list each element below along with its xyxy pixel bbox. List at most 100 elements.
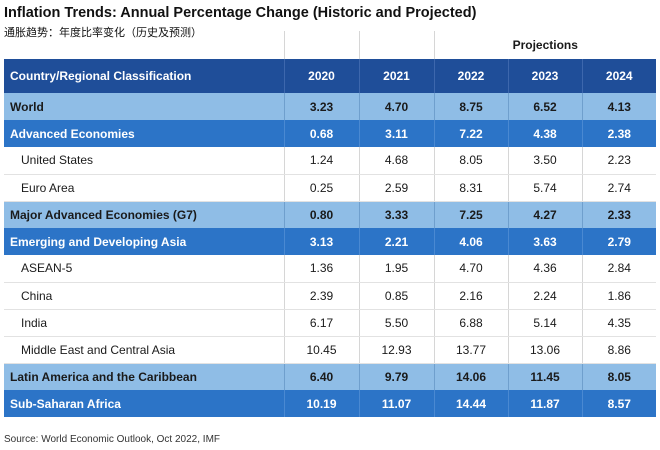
projections-spacer [283, 31, 359, 59]
value-cell: 8.75 [433, 93, 508, 120]
value-cell: 4.70 [433, 255, 508, 283]
value-cell: 9.79 [358, 363, 434, 390]
projections-spacer [4, 31, 284, 59]
value-cell: 7.22 [433, 120, 508, 147]
value-cell: 2.21 [358, 228, 434, 255]
inflation-table: Projections Country/Regional Classificat… [4, 31, 656, 417]
value-cell: 8.05 [433, 147, 508, 175]
value-cell: 10.45 [283, 336, 359, 364]
table-subtitle: 通胀趋势：年度比率变化（历史及预测） [4, 26, 202, 39]
projections-label: Projections [433, 31, 656, 59]
value-cell: 6.52 [507, 93, 582, 120]
value-cell: 6.88 [433, 309, 508, 337]
row-label: United States [4, 147, 284, 175]
row-label: Latin America and the Caribbean [4, 363, 284, 390]
value-cell: 0.25 [283, 174, 359, 202]
value-cell: 4.68 [358, 147, 434, 175]
value-cell: 1.95 [358, 255, 434, 283]
value-cell: 11.87 [507, 390, 582, 417]
value-cell: 2.59 [358, 174, 434, 202]
value-cell: 6.17 [283, 309, 359, 337]
value-cell: 2.79 [581, 228, 656, 255]
value-cell: 3.23 [283, 93, 359, 120]
table-row: Euro Area 0.25 2.59 8.31 5.74 2.74 [4, 174, 656, 202]
value-cell: 5.14 [507, 309, 582, 337]
value-cell: 14.06 [433, 363, 508, 390]
value-cell: 11.45 [507, 363, 582, 390]
table-row: World 3.23 4.70 8.75 6.52 4.13 [4, 93, 656, 120]
table-row: ASEAN-5 1.36 1.95 4.70 4.36 2.84 [4, 255, 656, 283]
value-cell: 8.31 [433, 174, 508, 202]
table-title: Inflation Trends: Annual Percentage Chan… [4, 5, 477, 21]
row-label: Major Advanced Economies (G7) [4, 201, 284, 228]
table-row: Latin America and the Caribbean 6.40 9.79 1… [4, 363, 656, 390]
row-label: Sub-Saharan Africa [4, 390, 284, 417]
value-cell: 10.19 [283, 390, 359, 417]
value-cell: 4.35 [581, 309, 656, 337]
value-cell: 2.38 [581, 120, 656, 147]
value-cell: 4.27 [507, 201, 582, 228]
value-cell: 13.06 [507, 336, 582, 364]
value-cell: 0.68 [283, 120, 359, 147]
value-cell: 3.50 [507, 147, 582, 175]
table-row: Major Advanced Economies (G7) 0.80 3.33 7.2… [4, 201, 656, 228]
value-cell: 7.25 [433, 201, 508, 228]
row-label: Euro Area [4, 174, 284, 202]
value-cell: 4.13 [581, 93, 656, 120]
header-year: 2023 [507, 59, 582, 93]
value-cell: 3.13 [283, 228, 359, 255]
value-cell: 3.63 [507, 228, 582, 255]
row-label: Advanced Economies [4, 120, 284, 147]
table-row: Middle East and Central Asia 10.45 12.93 13… [4, 336, 656, 364]
value-cell: 4.70 [358, 93, 434, 120]
value-cell: 2.74 [581, 174, 656, 202]
value-cell: 1.36 [283, 255, 359, 283]
value-cell: 0.85 [358, 282, 434, 310]
value-cell: 14.44 [433, 390, 508, 417]
value-cell: 2.16 [433, 282, 508, 310]
value-cell: 2.33 [581, 201, 656, 228]
value-cell: 8.86 [581, 336, 656, 364]
table-row: Advanced Economies 0.68 3.11 7.22 4.38 2.38 [4, 120, 656, 147]
value-cell: 0.80 [283, 201, 359, 228]
source-note: Source: World Economic Outlook, Oct 2022… [4, 434, 221, 445]
value-cell: 3.33 [358, 201, 434, 228]
projections-row: Projections [4, 31, 656, 59]
table-row: United States 1.24 4.68 8.05 3.50 2.23 [4, 147, 656, 175]
header-year: 2022 [433, 59, 508, 93]
header-country: Country/Regional Classification [4, 59, 284, 93]
table-row: China 2.39 0.85 2.16 2.24 1.86 [4, 282, 656, 310]
value-cell: 3.11 [358, 120, 434, 147]
value-cell: 5.74 [507, 174, 582, 202]
value-cell: 6.40 [283, 363, 359, 390]
value-cell: 1.86 [581, 282, 656, 310]
projections-spacer [358, 31, 434, 59]
row-label: World [4, 93, 284, 120]
value-cell: 2.24 [507, 282, 582, 310]
row-label: China [4, 282, 284, 310]
value-cell: 13.77 [433, 336, 508, 364]
row-label: India [4, 309, 284, 337]
value-cell: 2.39 [283, 282, 359, 310]
value-cell: 2.23 [581, 147, 656, 175]
value-cell: 4.38 [507, 120, 582, 147]
value-cell: 8.57 [581, 390, 656, 417]
value-cell: 8.05 [581, 363, 656, 390]
table-row: Sub-Saharan Africa 10.19 11.07 14.44 11.87 8.… [4, 390, 656, 417]
row-label: Emerging and Developing Asia [4, 228, 284, 255]
table-row: Emerging and Developing Asia 3.13 2.21 4.06… [4, 228, 656, 255]
header-row: Country/Regional Classification 2020 202… [4, 59, 656, 93]
header-year: 2024 [581, 59, 656, 93]
row-label: Middle East and Central Asia [4, 336, 284, 364]
value-cell: 5.50 [358, 309, 434, 337]
value-cell: 11.07 [358, 390, 434, 417]
value-cell: 1.24 [283, 147, 359, 175]
header-year: 2021 [358, 59, 434, 93]
value-cell: 12.93 [358, 336, 434, 364]
table-body: Projections Country/Regional Classificat… [4, 31, 656, 417]
value-cell: 4.36 [507, 255, 582, 283]
value-cell: 4.06 [433, 228, 508, 255]
table-row: India 6.17 5.50 6.88 5.14 4.35 [4, 309, 656, 337]
header-year: 2020 [283, 59, 359, 93]
value-cell: 2.84 [581, 255, 656, 283]
